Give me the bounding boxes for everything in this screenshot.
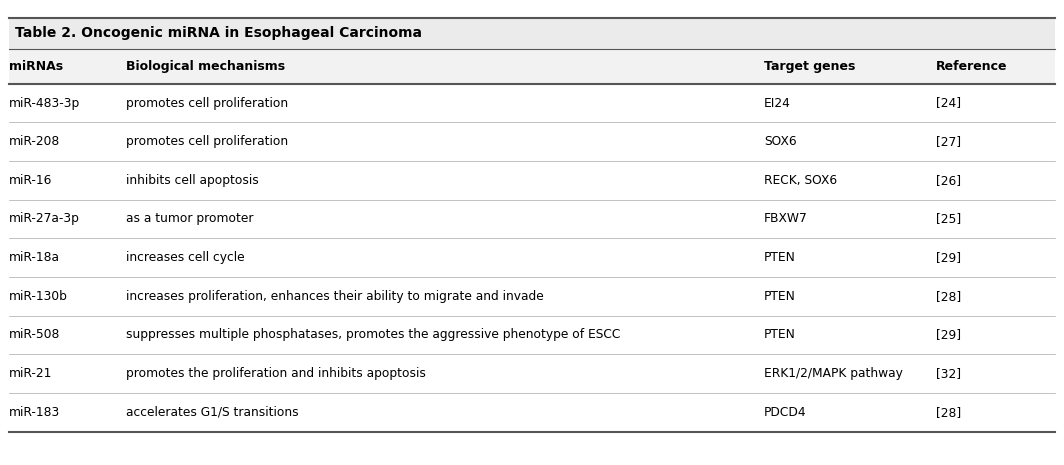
Text: Target genes: Target genes xyxy=(764,60,855,73)
Bar xyxy=(9,122,1055,161)
Text: Table 2. Oncogenic miRNA in Esophageal Carcinoma: Table 2. Oncogenic miRNA in Esophageal C… xyxy=(15,26,422,40)
Text: ERK1/2/MAPK pathway: ERK1/2/MAPK pathway xyxy=(764,367,903,380)
Text: miR-183: miR-183 xyxy=(9,405,60,419)
Text: miR-16: miR-16 xyxy=(9,174,52,187)
Text: miR-27a-3p: miR-27a-3p xyxy=(9,213,80,226)
Text: miRNAs: miRNAs xyxy=(9,60,63,73)
Bar xyxy=(9,393,1055,432)
Bar xyxy=(9,238,1055,277)
Text: as a tumor promoter: as a tumor promoter xyxy=(126,213,253,226)
Text: [27]: [27] xyxy=(936,135,962,148)
Text: [25]: [25] xyxy=(936,213,962,226)
Text: [29]: [29] xyxy=(936,328,962,341)
Text: promotes the proliferation and inhibits apoptosis: promotes the proliferation and inhibits … xyxy=(126,367,426,380)
Text: promotes cell proliferation: promotes cell proliferation xyxy=(126,135,287,148)
Bar xyxy=(9,84,1055,122)
Text: EI24: EI24 xyxy=(764,97,791,110)
Text: PDCD4: PDCD4 xyxy=(764,405,807,419)
Bar xyxy=(9,354,1055,393)
Text: increases proliferation, enhances their ability to migrate and invade: increases proliferation, enhances their … xyxy=(126,290,544,303)
Bar xyxy=(9,199,1055,238)
Text: miR-508: miR-508 xyxy=(9,328,60,341)
Text: SOX6: SOX6 xyxy=(764,135,797,148)
Text: suppresses multiple phosphatases, promotes the aggressive phenotype of ESCC: suppresses multiple phosphatases, promot… xyxy=(126,328,620,341)
Text: FBXW7: FBXW7 xyxy=(764,213,808,226)
Text: miR-21: miR-21 xyxy=(9,367,52,380)
Text: PTEN: PTEN xyxy=(764,328,796,341)
Text: [28]: [28] xyxy=(936,405,962,419)
Bar xyxy=(9,316,1055,354)
Text: PTEN: PTEN xyxy=(764,290,796,303)
Text: miR-130b: miR-130b xyxy=(9,290,67,303)
Text: accelerates G1/S transitions: accelerates G1/S transitions xyxy=(126,405,298,419)
Text: RECK, SOX6: RECK, SOX6 xyxy=(764,174,837,187)
Text: [28]: [28] xyxy=(936,290,962,303)
Text: [29]: [29] xyxy=(936,251,962,264)
Text: Reference: Reference xyxy=(936,60,1008,73)
Text: increases cell cycle: increases cell cycle xyxy=(126,251,244,264)
Bar xyxy=(9,277,1055,316)
Text: PTEN: PTEN xyxy=(764,251,796,264)
Text: miR-483-3p: miR-483-3p xyxy=(9,97,80,110)
Text: Biological mechanisms: Biological mechanisms xyxy=(126,60,285,73)
Text: inhibits cell apoptosis: inhibits cell apoptosis xyxy=(126,174,259,187)
Text: miR-208: miR-208 xyxy=(9,135,60,148)
Bar xyxy=(9,49,1055,84)
Text: [32]: [32] xyxy=(936,367,962,380)
Text: [24]: [24] xyxy=(936,97,962,110)
Text: miR-18a: miR-18a xyxy=(9,251,60,264)
Bar xyxy=(9,161,1055,199)
Bar xyxy=(9,18,1055,49)
Text: promotes cell proliferation: promotes cell proliferation xyxy=(126,97,287,110)
Text: [26]: [26] xyxy=(936,174,962,187)
